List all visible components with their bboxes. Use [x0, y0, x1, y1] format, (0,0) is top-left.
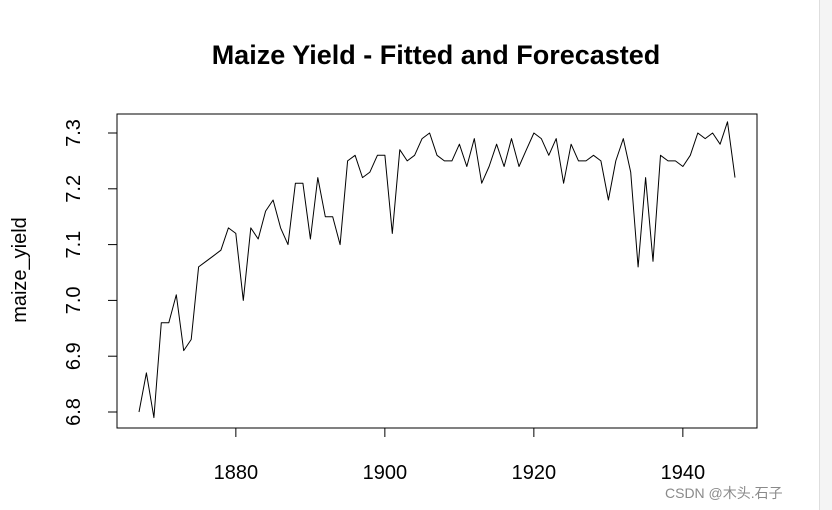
series-layer [138, 121, 736, 419]
y-axis-label: maize_yield [9, 217, 31, 323]
x-tick-label: 1900 [363, 462, 408, 484]
x-tick-label: 1920 [512, 462, 557, 484]
y-tick-label: 6.8 [63, 398, 85, 426]
watermark: CSDN @木头.石子 [665, 485, 783, 501]
y-tick-label: 7.1 [63, 231, 85, 259]
y-tick-label: 6.9 [63, 342, 85, 370]
x-tick-label: 1880 [214, 462, 259, 484]
x-axis: 1880 1900 1920 1940 [214, 427, 706, 484]
y-tick-label: 7.3 [63, 119, 85, 147]
window-edge [819, 0, 832, 510]
y-tick-label: 7.2 [63, 175, 85, 203]
y-axis: 6.8 6.9 7.0 7.1 7.2 7.3 [63, 119, 118, 426]
x-tick-label: 1940 [661, 462, 706, 484]
plot-frame [116, 113, 758, 429]
series-line [138, 121, 736, 419]
chart-title: Maize Yield - Fitted and Forecasted [212, 40, 661, 70]
y-tick-label: 7.0 [63, 286, 85, 314]
